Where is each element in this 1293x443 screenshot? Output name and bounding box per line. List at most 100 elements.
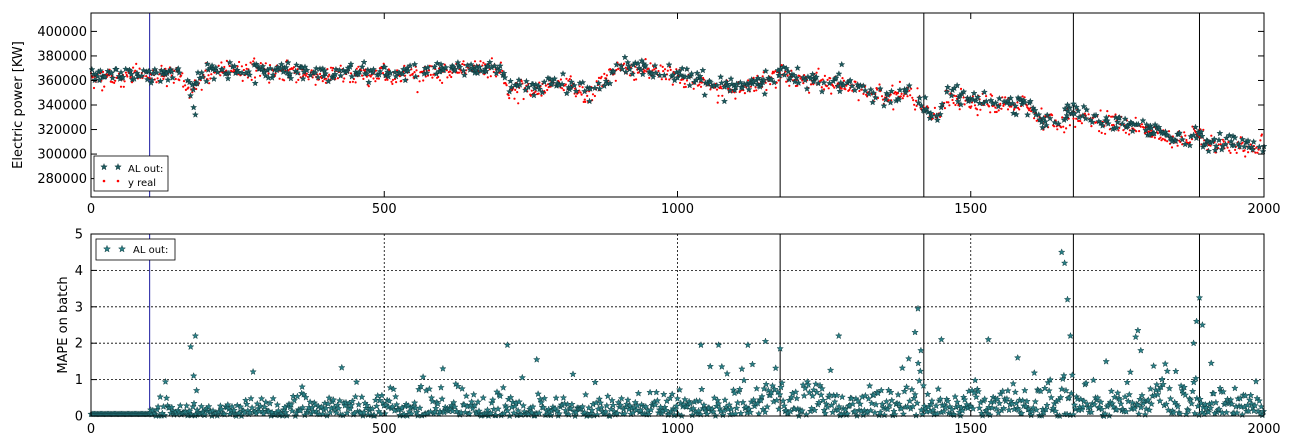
mape-point [740, 376, 748, 384]
yreal-point [597, 76, 601, 79]
mape-point [569, 370, 577, 378]
alout-point [865, 90, 873, 97]
mape-point [1161, 359, 1170, 368]
mape-point [290, 396, 298, 404]
alout-point [882, 96, 890, 103]
alout-point [836, 87, 844, 95]
yreal-point [999, 102, 1002, 105]
mape-point [535, 409, 543, 417]
yreal-point [1243, 149, 1246, 152]
mape-point [939, 407, 948, 415]
alout-point [579, 78, 587, 86]
mape-point [608, 396, 616, 404]
mape-point [1258, 411, 1267, 419]
yreal-point [529, 94, 533, 97]
yreal-point [817, 67, 820, 70]
yreal-point [252, 60, 255, 63]
yreal-point [1100, 131, 1103, 134]
mape-point [1138, 391, 1146, 399]
mape-point [1131, 333, 1140, 341]
yreal-point [659, 64, 662, 67]
yreal-point [310, 69, 313, 72]
yreal-point [1259, 139, 1262, 142]
mape-point [744, 341, 752, 349]
alout-point [1198, 132, 1206, 140]
yreal-point [699, 85, 703, 88]
yreal-point [268, 64, 272, 67]
yreal-point [513, 97, 516, 100]
mape-point [347, 401, 356, 409]
alout-point [762, 67, 770, 75]
mape-point [709, 407, 718, 416]
mape-point [634, 389, 643, 397]
yreal-point [954, 103, 957, 107]
yreal-point [858, 89, 861, 93]
alout-point [718, 79, 726, 86]
mape-point [768, 381, 777, 389]
alout-point [424, 63, 432, 71]
legend-star [102, 244, 112, 253]
yreal-point [932, 112, 936, 116]
mape-point [934, 385, 943, 393]
mape-point [1125, 390, 1134, 398]
alout-point [476, 67, 484, 74]
mape-point [821, 409, 830, 417]
alout-point [117, 68, 125, 76]
alout-point [586, 97, 594, 105]
yreal-point [994, 106, 997, 109]
mape-point [1216, 384, 1224, 392]
yreal-point [951, 98, 954, 102]
yreal-point [210, 73, 213, 76]
alout-point [782, 64, 790, 72]
yreal-point [1249, 143, 1252, 146]
yreal-point [1033, 117, 1036, 120]
mape-point [995, 399, 1004, 407]
mape-point [841, 405, 850, 413]
mape-point [1202, 403, 1211, 412]
mape-point [988, 403, 996, 412]
alout-point [451, 65, 459, 73]
mape-point [601, 407, 610, 415]
yreal-point [755, 89, 758, 92]
alout-point [803, 85, 811, 92]
yreal-point [411, 72, 414, 75]
mape-point [933, 409, 941, 417]
mape-point [1250, 406, 1258, 415]
mape-point [815, 398, 823, 406]
alout-point [127, 70, 135, 78]
yreal-point [1160, 139, 1163, 142]
yreal-point [595, 80, 598, 83]
alout-point [1079, 112, 1087, 119]
mape-point [735, 385, 744, 393]
yreal-point [250, 78, 253, 81]
mape-point [1180, 383, 1189, 391]
alout-point [927, 109, 935, 117]
yreal-point [743, 92, 747, 95]
alout-point [210, 75, 218, 82]
alout-point [516, 81, 524, 88]
mape-point [623, 400, 631, 408]
alout-point [625, 62, 633, 70]
mape-point [764, 386, 773, 394]
mape-point [713, 396, 722, 404]
yreal-point [829, 77, 832, 80]
mape-point [499, 383, 508, 391]
alout-point [970, 89, 978, 97]
alout-point [321, 67, 329, 74]
alout-point [1172, 137, 1180, 145]
mape-point [787, 393, 796, 401]
mape-point [1192, 374, 1200, 382]
yreal-point [517, 102, 520, 105]
mape-point [1137, 403, 1145, 411]
yreal-point [1247, 151, 1250, 154]
alout-point [486, 58, 494, 66]
yreal-point [1075, 117, 1078, 120]
yreal-point [901, 97, 904, 100]
mape-point [1051, 407, 1060, 415]
alout-point [948, 91, 956, 99]
mape-point [378, 391, 386, 399]
alout-point [660, 71, 668, 79]
yreal-point [155, 81, 158, 84]
mape-point [1021, 386, 1029, 394]
yreal-point [685, 79, 689, 82]
